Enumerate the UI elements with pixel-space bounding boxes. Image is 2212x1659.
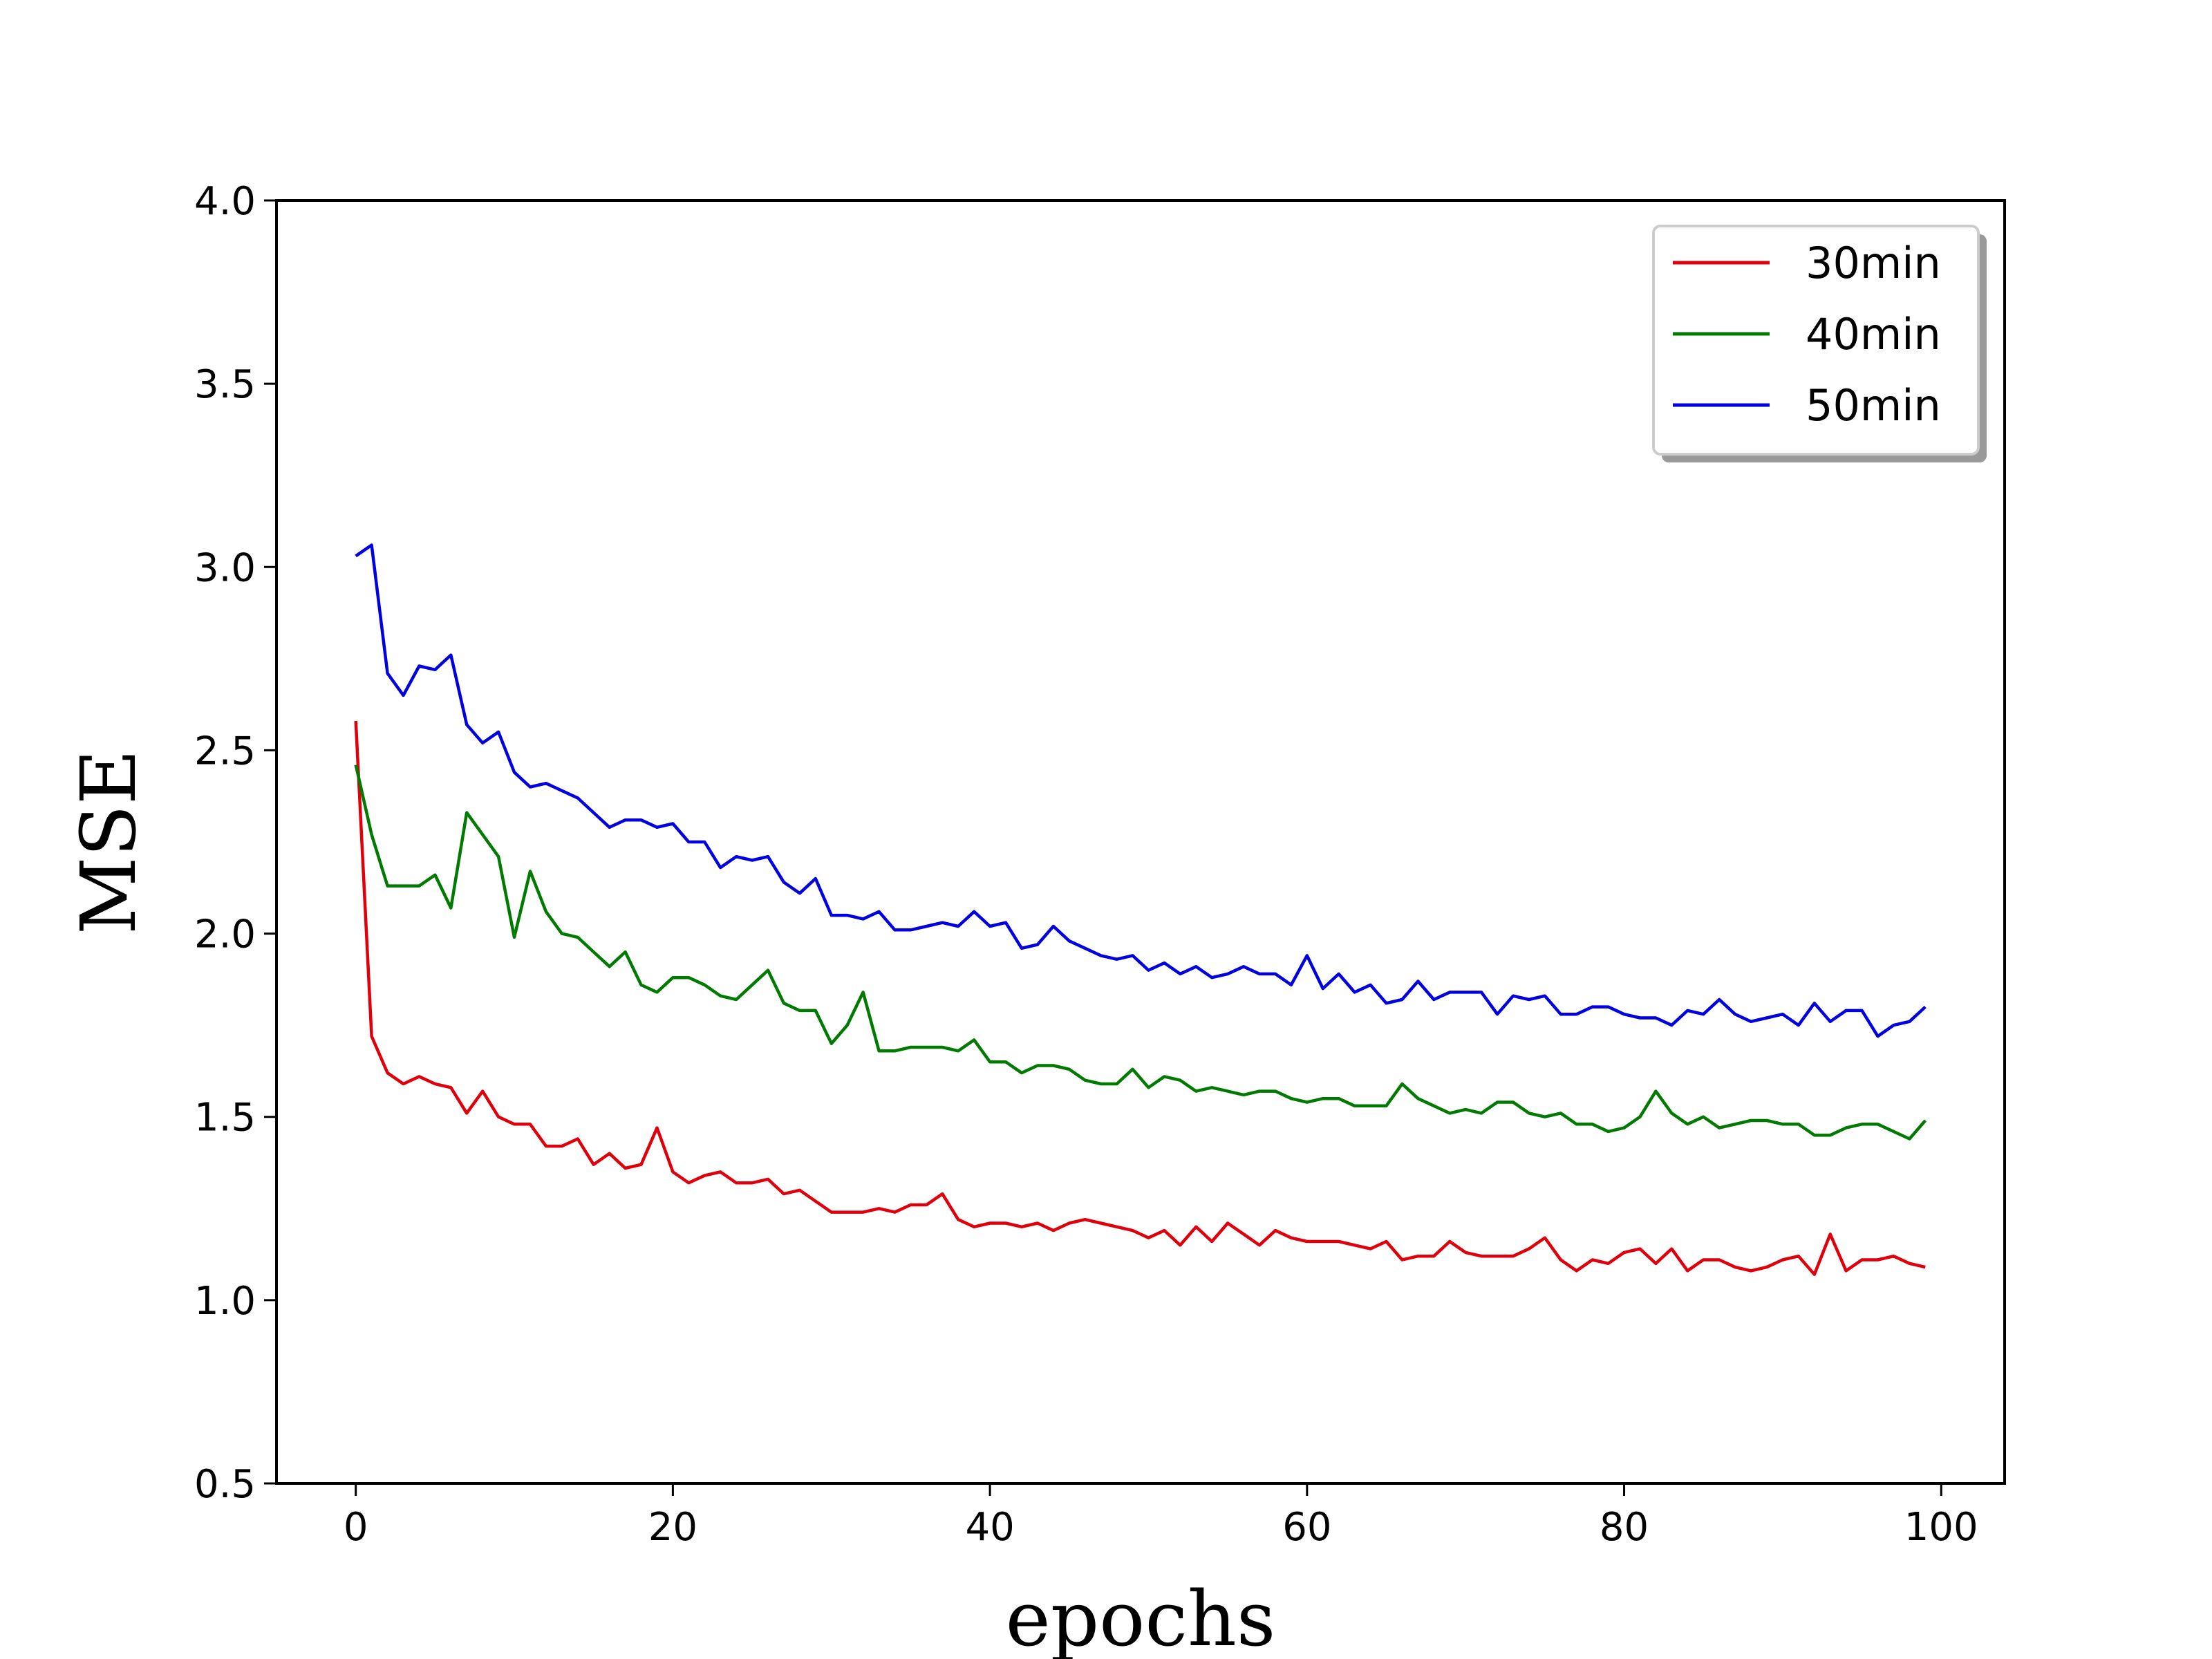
legend-label-50min: 50min <box>1806 380 1941 431</box>
y-tick-label: 2.0 <box>194 912 256 957</box>
y-tick-label: 1.0 <box>194 1279 256 1324</box>
x-axis-ticks: 0 20 40 60 80 100 <box>344 1483 1978 1550</box>
x-tick-label: 40 <box>965 1505 1014 1550</box>
x-tick-label: 0 <box>344 1505 368 1550</box>
legend: 30min 40min 50min <box>1652 225 1987 462</box>
x-tick-label: 80 <box>1600 1505 1649 1550</box>
x-axis-title: epochs <box>1006 1575 1276 1659</box>
legend-label-30min: 30min <box>1806 238 1941 288</box>
y-tick-label: 2.5 <box>194 729 256 774</box>
x-tick-label: 20 <box>648 1505 697 1550</box>
series-line-40min <box>354 765 1927 1141</box>
y-tick-label: 4.0 <box>194 179 256 224</box>
plot-frame <box>275 199 2006 1485</box>
y-axis-ticks: 0.5 1.0 1.5 2.0 2.5 3.0 3.5 4.0 <box>194 179 276 1507</box>
y-tick-label: 3.5 <box>194 362 256 407</box>
y-tick-label: 3.0 <box>194 545 256 590</box>
y-axis-title: MSE <box>64 749 153 935</box>
x-tick-label: 100 <box>1904 1505 1978 1550</box>
y-tick-label: 1.5 <box>194 1096 256 1141</box>
legend-box <box>1652 225 1980 456</box>
plot-lines <box>354 543 1927 1276</box>
y-tick-label: 0.5 <box>194 1462 256 1507</box>
x-tick-label: 60 <box>1282 1505 1331 1550</box>
legend-entries: 30min 40min 50min <box>1673 238 1941 431</box>
legend-label-40min: 40min <box>1806 309 1941 359</box>
series-line-50min <box>355 543 1927 1038</box>
series-line-30min <box>354 720 1926 1276</box>
